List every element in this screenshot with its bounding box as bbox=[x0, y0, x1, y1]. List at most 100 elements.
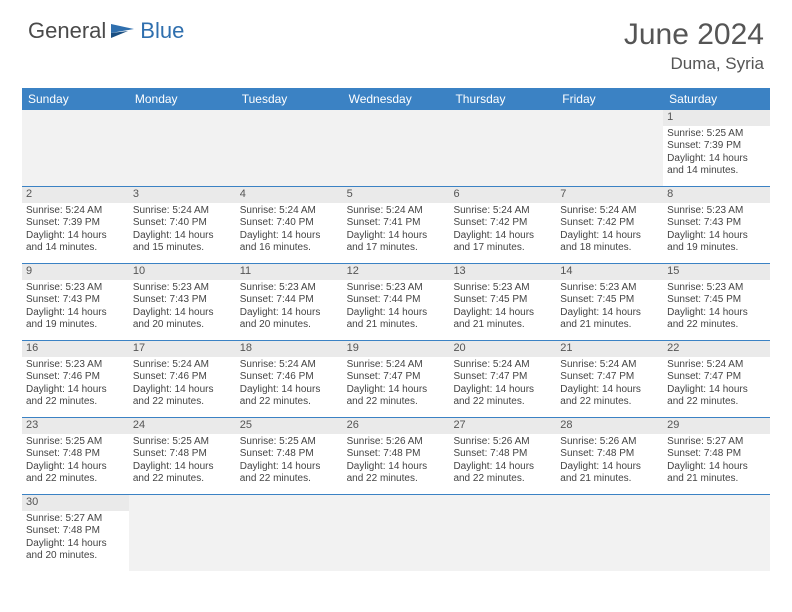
day-number: 3 bbox=[129, 187, 236, 203]
day-cell-empty bbox=[556, 495, 663, 571]
weekday-header: Wednesday bbox=[343, 88, 450, 110]
week-row: 16Sunrise: 5:23 AMSunset: 7:46 PMDayligh… bbox=[22, 341, 770, 418]
day-number: 7 bbox=[556, 187, 663, 203]
day-info: Sunrise: 5:27 AMSunset: 7:48 PMDaylight:… bbox=[667, 436, 766, 486]
day-number: 12 bbox=[343, 264, 450, 280]
day-info: Sunrise: 5:24 AMSunset: 7:42 PMDaylight:… bbox=[560, 205, 659, 255]
day-cell: 29Sunrise: 5:27 AMSunset: 7:48 PMDayligh… bbox=[663, 418, 770, 494]
day-cell: 26Sunrise: 5:26 AMSunset: 7:48 PMDayligh… bbox=[343, 418, 450, 494]
day-cell-empty bbox=[343, 110, 450, 186]
day-number: 27 bbox=[449, 418, 556, 434]
day-info: Sunrise: 5:24 AMSunset: 7:46 PMDaylight:… bbox=[240, 359, 339, 409]
logo-text-blue: Blue bbox=[140, 18, 184, 44]
day-cell: 19 Sunrise: 5:24 AMSunset: 7:47 PMDayligh… bbox=[343, 341, 450, 417]
day-info: Sunrise: 5:24 AMSunset: 7:47 PMDaylight:… bbox=[347, 359, 446, 409]
day-info: Sunrise: 5:24 AMSunset: 7:40 PMDaylight:… bbox=[133, 205, 232, 255]
day-cell: 25 Sunrise: 5:25 AMSunset: 7:48 PMDayligh… bbox=[236, 418, 343, 494]
day-number: 20 bbox=[449, 341, 556, 357]
day-cell: 17Sunrise: 5:24 AMSunset: 7:46 PMDayligh… bbox=[129, 341, 236, 417]
day-number: 30 bbox=[22, 495, 129, 511]
day-cell: 27 Sunrise: 5:26 AMSunset: 7:48 PMDayligh… bbox=[449, 418, 556, 494]
week-row: 9Sunrise: 5:23 AMSunset: 7:43 PMDaylight… bbox=[22, 264, 770, 341]
header: General Blue June 2024 Duma, Syria bbox=[0, 0, 792, 82]
weekday-header: Thursday bbox=[449, 88, 556, 110]
day-info: Sunrise: 5:24 AMSunset: 7:39 PMDaylight:… bbox=[26, 205, 125, 255]
day-number: 9 bbox=[22, 264, 129, 280]
day-info: Sunrise: 5:23 AMSunset: 7:43 PMDaylight:… bbox=[667, 205, 766, 255]
day-info: Sunrise: 5:25 AMSunset: 7:48 PMDaylight:… bbox=[240, 436, 339, 486]
day-number: 4 bbox=[236, 187, 343, 203]
day-cell-empty bbox=[449, 110, 556, 186]
day-cell-empty bbox=[22, 110, 129, 186]
location: Duma, Syria bbox=[624, 54, 764, 74]
day-cell-empty bbox=[663, 495, 770, 571]
day-cell: 9Sunrise: 5:23 AMSunset: 7:43 PMDaylight… bbox=[22, 264, 129, 340]
day-number: 23 bbox=[22, 418, 129, 434]
day-cell: 1 Sunrise: 5:25 AMSunset: 7:39 PMDaylight… bbox=[663, 110, 770, 186]
day-info: Sunrise: 5:23 AMSunset: 7:45 PMDaylight:… bbox=[667, 282, 766, 332]
day-number: 8 bbox=[663, 187, 770, 203]
day-number: 14 bbox=[556, 264, 663, 280]
day-cell: 4 Sunrise: 5:24 AMSunset: 7:40 PMDaylight… bbox=[236, 187, 343, 263]
day-number: 18 bbox=[236, 341, 343, 357]
day-cell: 11Sunrise: 5:23 AMSunset: 7:44 PMDayligh… bbox=[236, 264, 343, 340]
day-number: 22 bbox=[663, 341, 770, 357]
weekday-header: Tuesday bbox=[236, 88, 343, 110]
day-cell-empty bbox=[129, 495, 236, 571]
weekday-header: Monday bbox=[129, 88, 236, 110]
day-info: Sunrise: 5:25 AMSunset: 7:39 PMDaylight:… bbox=[667, 128, 766, 178]
day-cell: 14 Sunrise: 5:23 AMSunset: 7:45 PMDayligh… bbox=[556, 264, 663, 340]
day-info: Sunrise: 5:23 AMSunset: 7:43 PMDaylight:… bbox=[133, 282, 232, 332]
flag-icon bbox=[110, 22, 136, 40]
day-info: Sunrise: 5:25 AMSunset: 7:48 PMDaylight:… bbox=[26, 436, 125, 486]
day-info: Sunrise: 5:24 AMSunset: 7:40 PMDaylight:… bbox=[240, 205, 339, 255]
weeks-container: 1 Sunrise: 5:25 AMSunset: 7:39 PMDaylight… bbox=[22, 110, 770, 571]
day-cell: 8 Sunrise: 5:23 AMSunset: 7:43 PMDaylight… bbox=[663, 187, 770, 263]
day-cell: 5 Sunrise: 5:24 AMSunset: 7:41 PMDaylight… bbox=[343, 187, 450, 263]
day-cell: 23 Sunrise: 5:25 AMSunset: 7:48 PMDayligh… bbox=[22, 418, 129, 494]
weekday-header-row: SundayMondayTuesdayWednesdayThursdayFrid… bbox=[22, 88, 770, 110]
day-number: 13 bbox=[449, 264, 556, 280]
day-info: Sunrise: 5:24 AMSunset: 7:47 PMDaylight:… bbox=[560, 359, 659, 409]
day-cell: 13 Sunrise: 5:23 AMSunset: 7:45 PMDayligh… bbox=[449, 264, 556, 340]
day-info: Sunrise: 5:24 AMSunset: 7:47 PMDaylight:… bbox=[667, 359, 766, 409]
calendar: SundayMondayTuesdayWednesdayThursdayFrid… bbox=[22, 88, 770, 571]
day-info: Sunrise: 5:26 AMSunset: 7:48 PMDaylight:… bbox=[453, 436, 552, 486]
day-cell-empty bbox=[449, 495, 556, 571]
day-number: 26 bbox=[343, 418, 450, 434]
day-number: 16 bbox=[22, 341, 129, 357]
day-info: Sunrise: 5:23 AMSunset: 7:45 PMDaylight:… bbox=[453, 282, 552, 332]
day-cell-empty bbox=[343, 495, 450, 571]
day-cell-empty bbox=[129, 110, 236, 186]
day-number: 1 bbox=[663, 110, 770, 126]
day-info: Sunrise: 5:24 AMSunset: 7:42 PMDaylight:… bbox=[453, 205, 552, 255]
day-number: 5 bbox=[343, 187, 450, 203]
day-info: Sunrise: 5:24 AMSunset: 7:47 PMDaylight:… bbox=[453, 359, 552, 409]
day-number: 11 bbox=[236, 264, 343, 280]
week-row: 1 Sunrise: 5:25 AMSunset: 7:39 PMDaylight… bbox=[22, 110, 770, 187]
day-cell: 3 Sunrise: 5:24 AMSunset: 7:40 PMDaylight… bbox=[129, 187, 236, 263]
day-cell: 12 Sunrise: 5:23 AMSunset: 7:44 PMDayligh… bbox=[343, 264, 450, 340]
day-cell-empty bbox=[556, 110, 663, 186]
day-number: 10 bbox=[129, 264, 236, 280]
day-cell: 15 Sunrise: 5:23 AMSunset: 7:45 PMDayligh… bbox=[663, 264, 770, 340]
day-info: Sunrise: 5:25 AMSunset: 7:48 PMDaylight:… bbox=[133, 436, 232, 486]
day-cell: 7 Sunrise: 5:24 AMSunset: 7:42 PMDaylight… bbox=[556, 187, 663, 263]
day-info: Sunrise: 5:23 AMSunset: 7:44 PMDaylight:… bbox=[347, 282, 446, 332]
logo-text-general: General bbox=[28, 18, 106, 44]
day-number: 25 bbox=[236, 418, 343, 434]
weekday-header: Friday bbox=[556, 88, 663, 110]
month-title: June 2024 bbox=[624, 18, 764, 52]
day-info: Sunrise: 5:24 AMSunset: 7:41 PMDaylight:… bbox=[347, 205, 446, 255]
day-number: 21 bbox=[556, 341, 663, 357]
week-row: 2Sunrise: 5:24 AMSunset: 7:39 PMDaylight… bbox=[22, 187, 770, 264]
day-info: Sunrise: 5:27 AMSunset: 7:48 PMDaylight:… bbox=[26, 513, 125, 563]
day-number: 17 bbox=[129, 341, 236, 357]
day-cell: 22 Sunrise: 5:24 AMSunset: 7:47 PMDayligh… bbox=[663, 341, 770, 417]
day-info: Sunrise: 5:23 AMSunset: 7:45 PMDaylight:… bbox=[560, 282, 659, 332]
weekday-header: Sunday bbox=[22, 88, 129, 110]
day-number: 19 bbox=[343, 341, 450, 357]
day-cell: 20 Sunrise: 5:24 AMSunset: 7:47 PMDayligh… bbox=[449, 341, 556, 417]
day-cell-empty bbox=[236, 495, 343, 571]
day-number: 15 bbox=[663, 264, 770, 280]
